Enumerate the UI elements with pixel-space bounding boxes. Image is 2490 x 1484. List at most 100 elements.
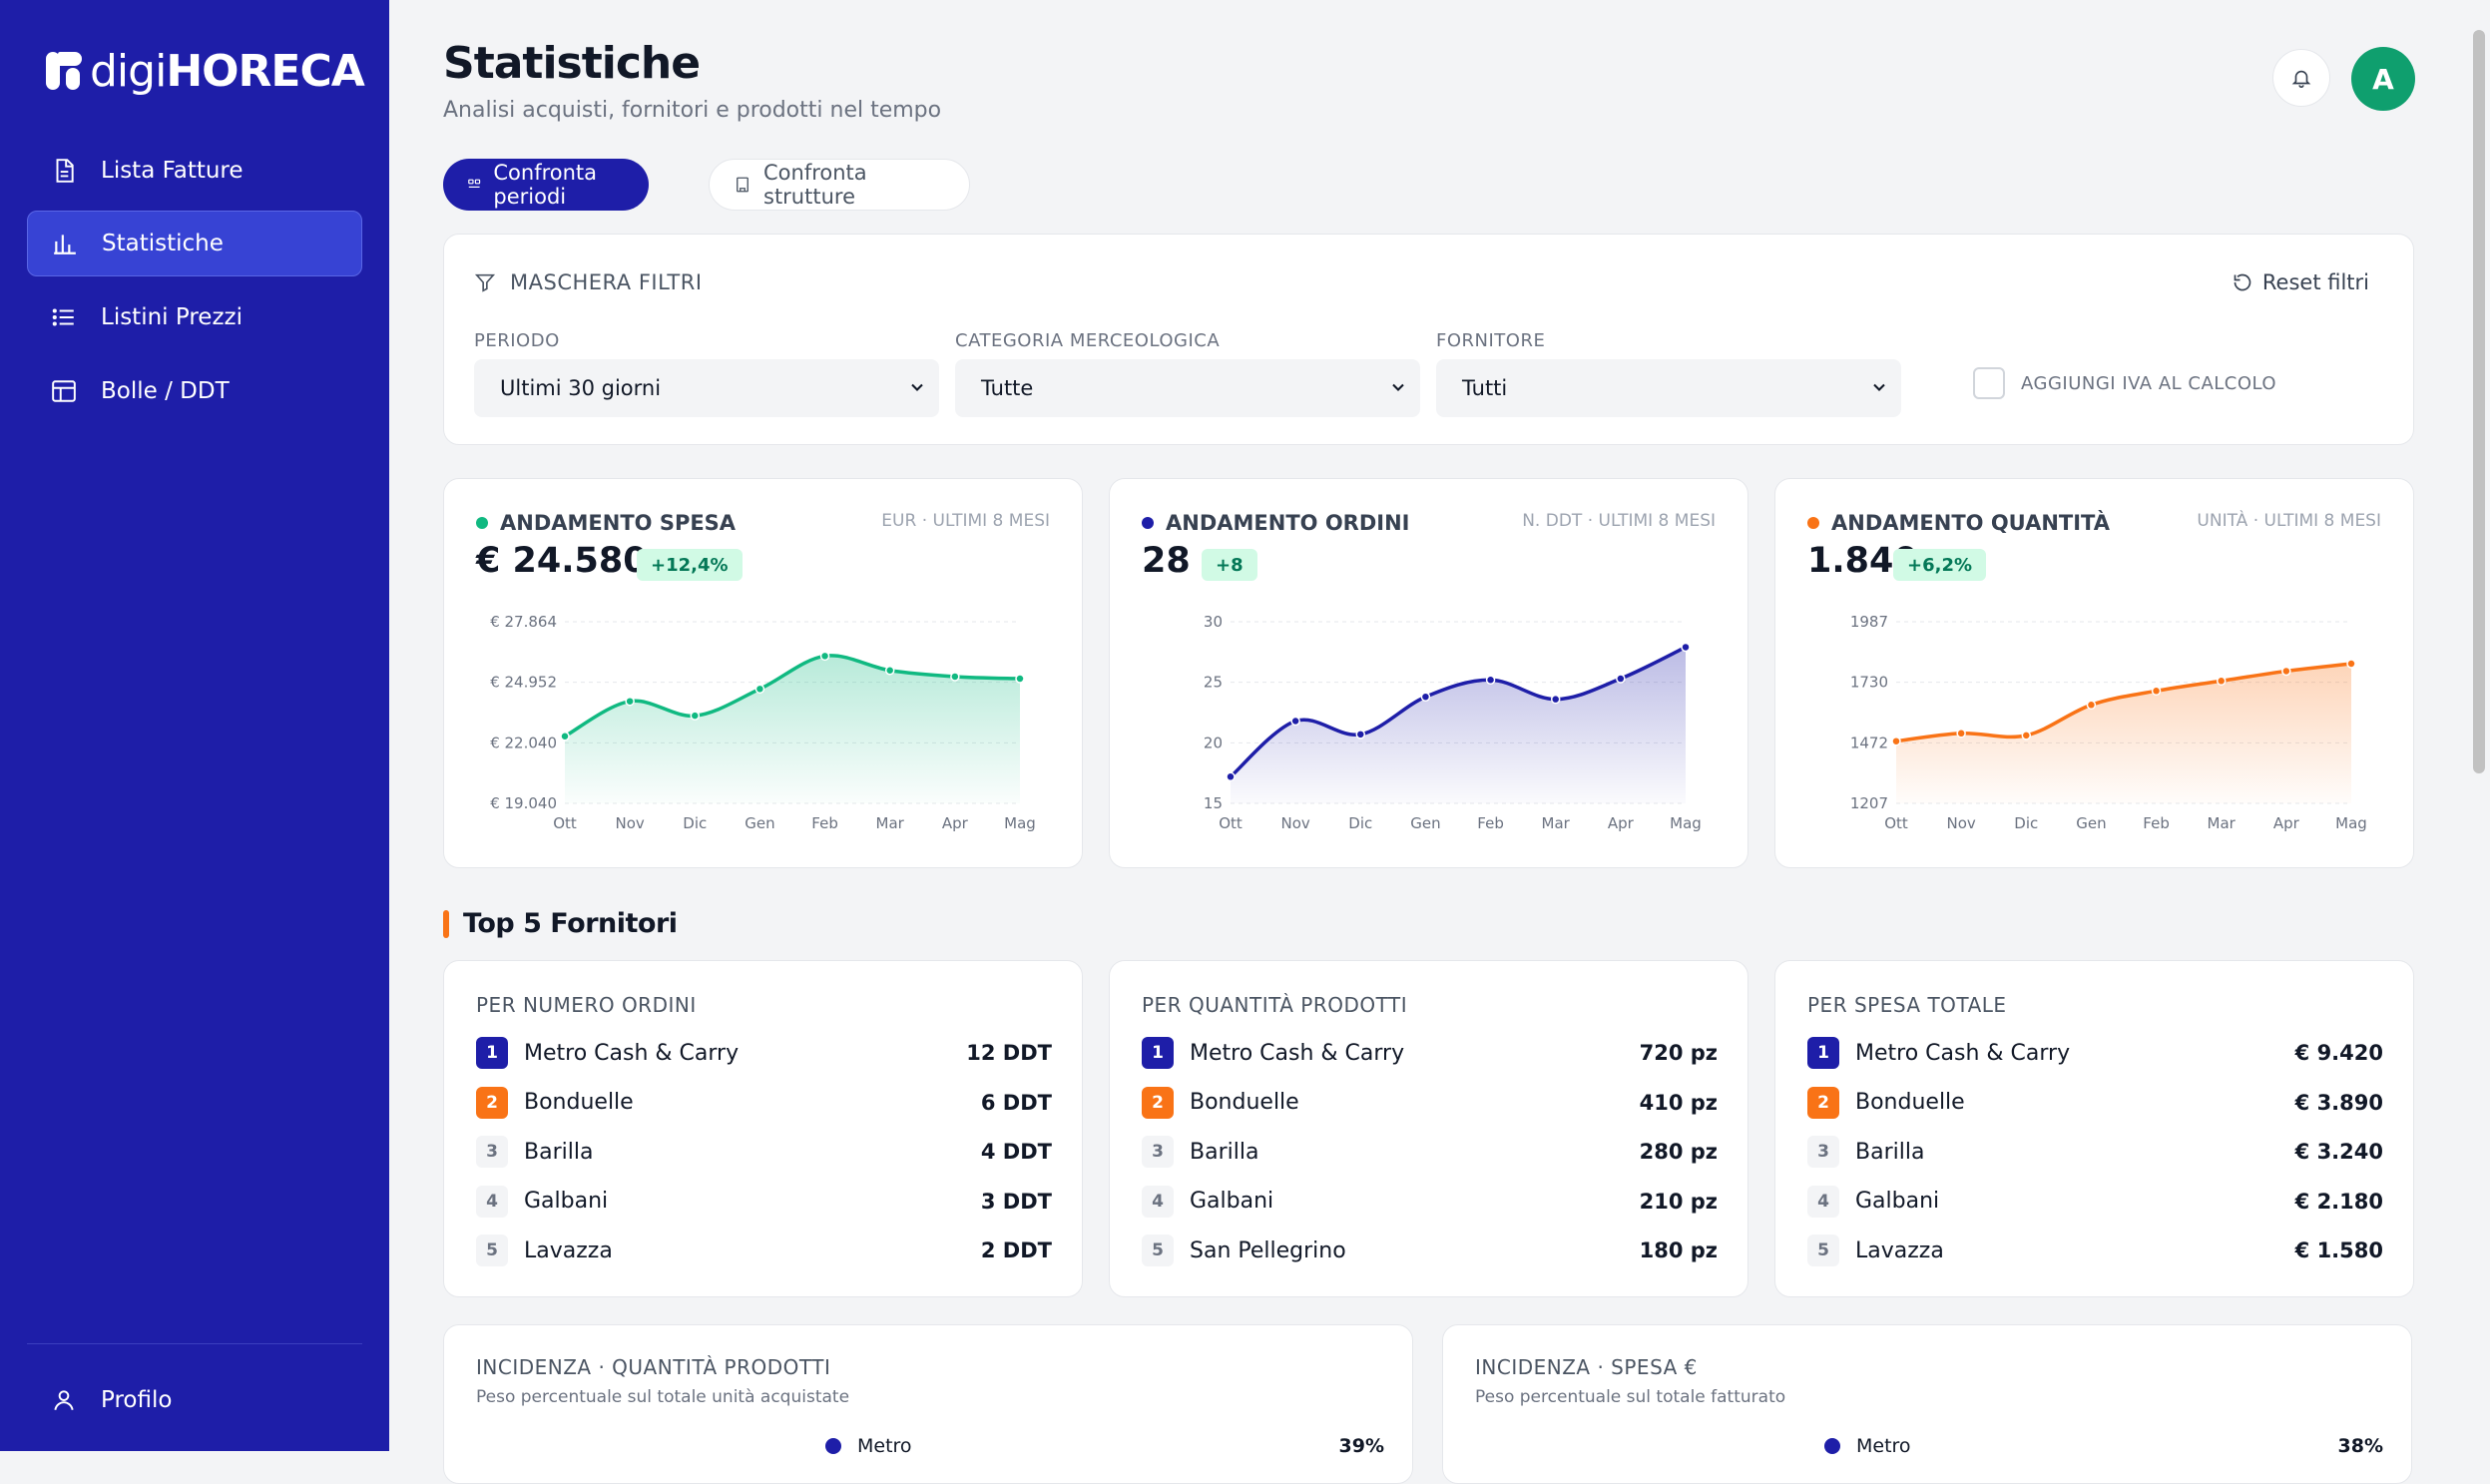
supplier-name: Barilla: [524, 1139, 594, 1165]
data-point[interactable]: [2021, 731, 2032, 741]
x-tick-label: Ott: [1219, 814, 1243, 832]
supplier-value: 280 pz: [1639, 1140, 1718, 1164]
legend-item: Metro 38%: [1824, 1435, 2383, 1457]
data-point[interactable]: [2086, 700, 2097, 711]
data-point[interactable]: [560, 732, 570, 742]
y-tick-label: 1987: [1850, 613, 1888, 631]
building-icon: [737, 177, 748, 193]
sidebar-item-profilo[interactable]: Profilo: [27, 1367, 362, 1433]
data-point[interactable]: [819, 651, 830, 662]
supplier-value: 180 pz: [1639, 1238, 1718, 1262]
x-tick-label: Apr: [942, 814, 969, 832]
x-tick-label: Mag: [2335, 814, 2367, 832]
rank-badge: 2: [476, 1086, 508, 1119]
data-point[interactable]: [2151, 686, 2162, 697]
series-dot: [1142, 517, 1154, 529]
tab-confronta-periodi[interactable]: Confronta periodi: [443, 159, 649, 211]
sidebar-divider: [27, 1343, 362, 1344]
data-point[interactable]: [1226, 771, 1236, 782]
kpi-value: € 24.580: [476, 541, 648, 581]
series-dot: [1807, 517, 1819, 529]
spesa-line-chart: € 27.864 € 24.952 € 22.040 € 19.040 Ott Nov Di…: [490, 613, 1036, 832]
section-accent: [443, 909, 449, 938]
data-point[interactable]: [884, 666, 895, 676]
series-area: [565, 655, 1020, 803]
avatar[interactable]: A: [2351, 47, 2415, 111]
iva-checkbox-label: AGGIUNGI IVA AL CALCOLO: [2021, 372, 2277, 394]
y-tick-label: 15: [1204, 794, 1223, 812]
rank-badge: 4: [1142, 1185, 1174, 1218]
notifications-button[interactable]: [2272, 49, 2330, 107]
checkbox-box[interactable]: [1973, 367, 2005, 399]
table-icon: [52, 380, 76, 402]
kpi-card-quantita: ANDAMENTO QUANTITÀ UNITÀ · ULTIMI 8 MESI…: [1774, 478, 2414, 868]
incidenza-quantita-card: INCIDENZA · QUANTITÀ PRODOTTI Peso perce…: [443, 1324, 1413, 1484]
data-point[interactable]: [2346, 659, 2356, 669]
scrollbar[interactable]: [2467, 0, 2490, 1451]
categoria-select[interactable]: Tutte: [955, 359, 1420, 417]
sidebar-item-lista-fatture[interactable]: Lista Fatture: [27, 138, 362, 204]
list-item: 1 Metro Cash & Carry 12 DDT: [476, 1037, 1052, 1069]
list-item: 3 Barilla € 3.240: [1807, 1136, 2383, 1168]
rank-badge: 4: [476, 1185, 508, 1218]
reset-icon: [2234, 273, 2251, 291]
scrollbar-thumb[interactable]: [2473, 30, 2485, 773]
data-point[interactable]: [1891, 736, 1901, 746]
fornitore-select[interactable]: Tutti: [1436, 359, 1901, 417]
supplier-name: Metro Cash & Carry: [1855, 1040, 2071, 1066]
list-item: 4 Galbani 210 pz: [1142, 1185, 1718, 1218]
data-point[interactable]: [1956, 729, 1966, 739]
tab-confronta-strutture[interactable]: Confronta strutture: [709, 159, 970, 211]
y-tick-label: 25: [1204, 674, 1223, 692]
sidebar-item-bolle-ddt[interactable]: Bolle / DDT: [27, 358, 362, 424]
data-point[interactable]: [2281, 666, 2291, 677]
iva-checkbox[interactable]: AGGIUNGI IVA AL CALCOLO: [1973, 367, 2276, 399]
kpi-delta-badge: +6,2%: [1893, 549, 1987, 581]
sidebar-item-listini-prezzi[interactable]: Listini Prezzi: [27, 284, 362, 350]
list-item: 4 Galbani 3 DDT: [476, 1185, 1052, 1218]
x-tick-label: Mag: [1004, 814, 1036, 832]
series-line: [564, 654, 1021, 739]
categoria-label: CATEGORIA MERCEOLOGICA: [955, 330, 1221, 351]
data-point[interactable]: [950, 672, 960, 682]
page-subtitle: Analisi acquisti, fornitori e prodotti n…: [443, 98, 942, 123]
data-point[interactable]: [690, 711, 701, 721]
rank-badge: 3: [476, 1136, 508, 1168]
filter-panel-title: MASCHERA FILTRI: [474, 270, 703, 294]
supplier-value: 3 DDT: [980, 1189, 1052, 1214]
data-point[interactable]: [754, 684, 765, 695]
x-tick-label: Mar: [2208, 814, 2237, 832]
kpi-card-spesa: ANDAMENTO SPESA EUR · ULTIMI 8 MESI € 24…: [443, 478, 1083, 868]
rank-badge: 5: [1142, 1235, 1174, 1266]
data-point[interactable]: [1550, 694, 1561, 705]
rank-badge: 4: [1807, 1185, 1839, 1218]
app-logo[interactable]: digiHORECA: [44, 45, 365, 97]
reset-filters-button[interactable]: Reset filtri: [2233, 270, 2369, 294]
filter-panel: MASCHERA FILTRI Reset filtri PERIODO Ult…: [443, 234, 2414, 445]
data-point[interactable]: [1616, 674, 1626, 684]
data-point[interactable]: [2216, 676, 2227, 687]
supplier-value: 4 DDT: [980, 1140, 1052, 1164]
supplier-name: Bonduelle: [1855, 1090, 1965, 1115]
supplier-name: Lavazza: [1855, 1237, 1944, 1263]
data-point[interactable]: [1681, 642, 1691, 653]
supplier-name: Metro Cash & Carry: [1190, 1040, 1405, 1066]
periodo-select[interactable]: Ultimi 30 giorni: [474, 359, 939, 417]
y-tick-label: 1207: [1850, 794, 1888, 812]
logo-wordmark: digiHORECA: [90, 45, 365, 97]
data-point[interactable]: [625, 696, 635, 707]
y-tick-label: € 27.864: [490, 613, 557, 631]
data-point[interactable]: [1485, 675, 1496, 685]
supplier-value: 410 pz: [1639, 1090, 1718, 1115]
data-point[interactable]: [1015, 674, 1025, 684]
list-item: 5 San Pellegrino 180 pz: [1142, 1235, 1718, 1266]
sidebar-item-label: Statistiche: [102, 231, 224, 256]
data-point[interactable]: [1290, 716, 1300, 727]
kpi-delta-badge: +12,4%: [637, 549, 743, 581]
y-tick-label: € 22.040: [490, 734, 557, 751]
supplier-name: Bonduelle: [524, 1090, 634, 1115]
sidebar-item-statistiche[interactable]: Statistiche: [27, 211, 362, 276]
top5-title: PER SPESA TOTALE: [1807, 993, 2007, 1017]
data-point[interactable]: [1420, 692, 1431, 702]
data-point[interactable]: [1355, 730, 1366, 740]
